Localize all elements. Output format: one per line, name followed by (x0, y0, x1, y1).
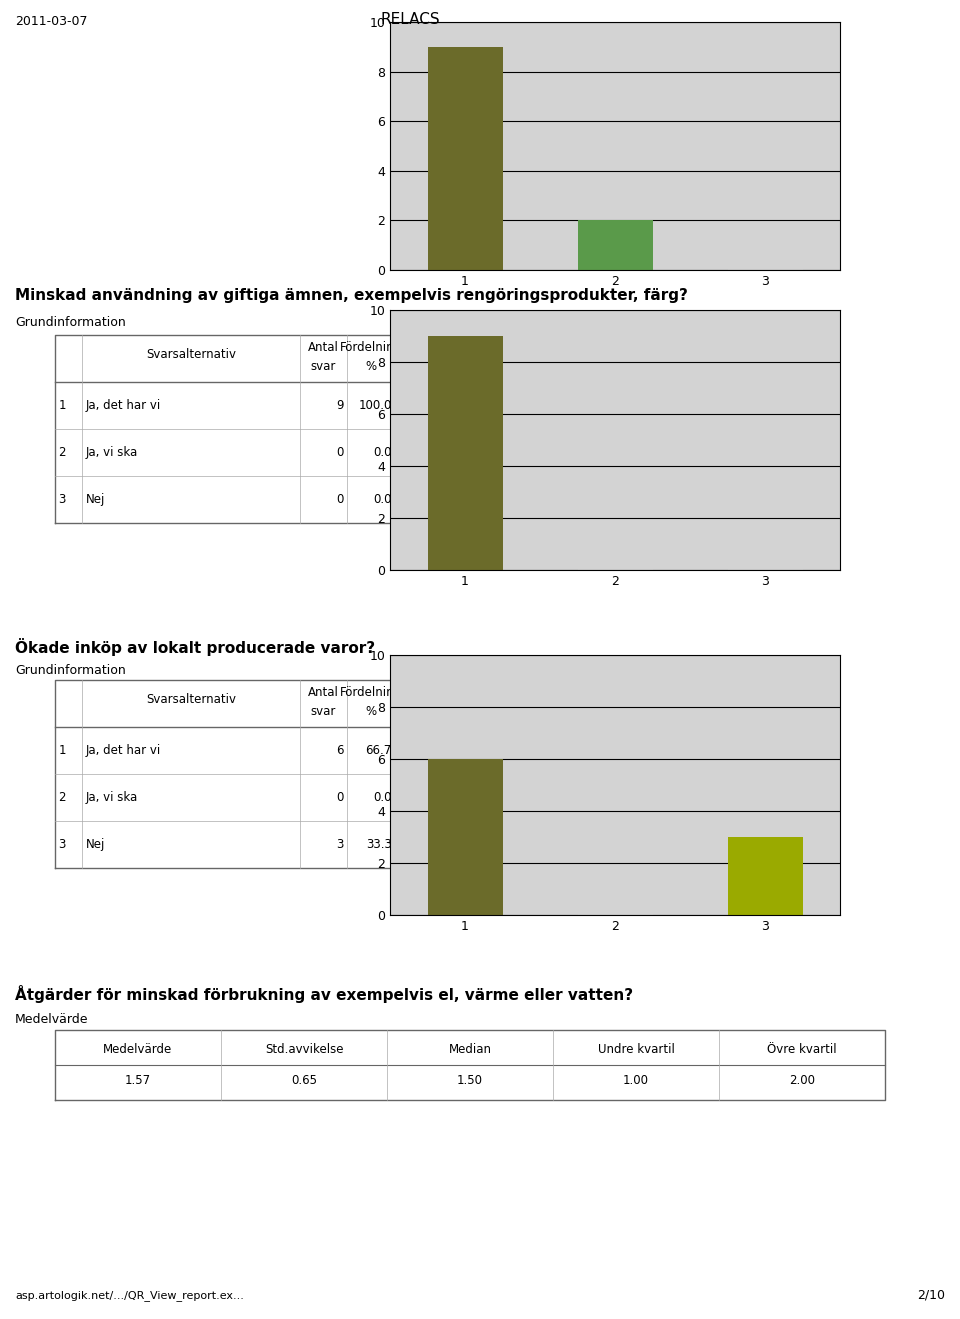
Text: 1: 1 (59, 744, 66, 757)
Text: Övre kvartil: Övre kvartil (767, 1043, 837, 1057)
Text: RELACS: RELACS (380, 12, 440, 26)
Bar (728, 838, 803, 915)
Text: Nej: Nej (85, 838, 105, 851)
Text: Undre kvartil: Undre kvartil (597, 1043, 675, 1057)
Text: Ja, det har vi: Ja, det har vi (85, 744, 161, 757)
Text: 0: 0 (337, 493, 344, 506)
Bar (427, 336, 502, 570)
Text: 1: 1 (59, 400, 66, 412)
Text: Antal: Antal (308, 340, 339, 353)
Text: Åtgärder för minskad förbrukning av exempelvis el, värme eller vatten?: Åtgärder för minskad förbrukning av exem… (15, 985, 634, 1002)
Text: Svarsalternativ: Svarsalternativ (146, 348, 236, 361)
Text: asp.artologik.net/.../QR_View_report.ex...: asp.artologik.net/.../QR_View_report.ex.… (15, 1290, 244, 1301)
Text: 2: 2 (59, 446, 66, 459)
Text: 3: 3 (59, 493, 66, 506)
Text: Antal: Antal (308, 686, 339, 699)
Text: 66.7: 66.7 (366, 744, 392, 757)
Text: Medelvärde: Medelvärde (104, 1043, 173, 1057)
Text: Medelvärde: Medelvärde (15, 1013, 88, 1026)
Text: Ja, vi ska: Ja, vi ska (85, 791, 138, 805)
Text: 0: 0 (337, 791, 344, 805)
Text: Fördelning: Fördelning (340, 340, 402, 353)
Text: 0.0: 0.0 (373, 446, 392, 459)
Bar (578, 220, 653, 270)
Text: Median: Median (448, 1043, 492, 1057)
Text: 33.3: 33.3 (366, 838, 392, 851)
Text: Minskad användning av giftiga ämnen, exempelvis rengöringsprodukter, färg?: Minskad användning av giftiga ämnen, exe… (15, 288, 688, 303)
Text: svar: svar (311, 704, 336, 718)
Text: 2.00: 2.00 (789, 1074, 815, 1087)
Text: svar: svar (311, 360, 336, 372)
Text: Ja, det har vi: Ja, det har vi (85, 400, 161, 412)
Text: 0.65: 0.65 (291, 1074, 317, 1087)
Text: %: % (366, 704, 376, 718)
Text: Nej: Nej (85, 493, 105, 506)
Text: %: % (366, 360, 376, 372)
Text: 1.00: 1.00 (623, 1074, 649, 1087)
Bar (427, 46, 502, 270)
Text: 3: 3 (59, 838, 66, 851)
Text: Svarsalternativ: Svarsalternativ (146, 694, 236, 706)
Text: Ökade inköp av lokalt producerade varor?: Ökade inköp av lokalt producerade varor? (15, 638, 375, 656)
Text: 100.0: 100.0 (358, 400, 392, 412)
Text: 0: 0 (337, 446, 344, 459)
Text: 0.0: 0.0 (373, 791, 392, 805)
Text: Ja, vi ska: Ja, vi ska (85, 446, 138, 459)
Text: 3: 3 (337, 838, 344, 851)
Text: 2: 2 (59, 791, 66, 805)
Text: 2/10: 2/10 (917, 1287, 945, 1301)
Bar (427, 758, 502, 915)
Text: 1.57: 1.57 (125, 1074, 151, 1087)
Text: 1.50: 1.50 (457, 1074, 483, 1087)
Text: 2011-03-07: 2011-03-07 (15, 15, 87, 28)
Text: Grundinformation: Grundinformation (15, 317, 126, 328)
Text: Std.avvikelse: Std.avvikelse (265, 1043, 344, 1057)
Text: 9: 9 (337, 400, 344, 412)
Text: 6: 6 (337, 744, 344, 757)
Text: Fördelning: Fördelning (340, 686, 402, 699)
Text: 0.0: 0.0 (373, 493, 392, 506)
Text: Grundinformation: Grundinformation (15, 663, 126, 677)
